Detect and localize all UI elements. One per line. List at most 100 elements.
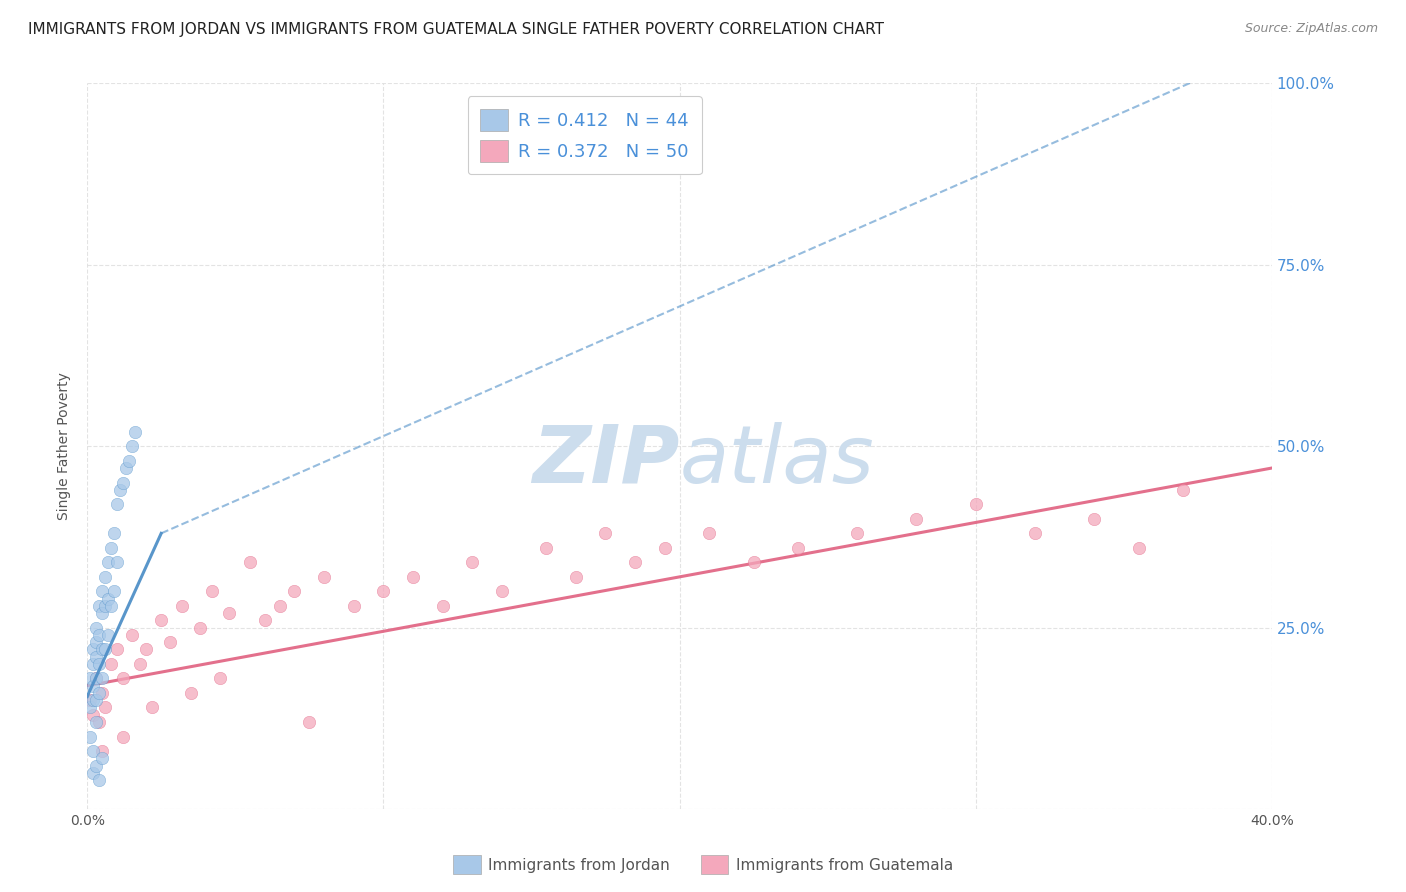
Point bbox=[100, 657, 122, 671]
Point bbox=[536, 541, 558, 555]
Point bbox=[79, 672, 101, 686]
Point bbox=[1083, 512, 1105, 526]
Text: Source: ZipAtlas.com: Source: ZipAtlas.com bbox=[1244, 22, 1378, 36]
Point bbox=[91, 751, 114, 765]
Point bbox=[697, 526, 720, 541]
Point bbox=[124, 425, 146, 439]
Point bbox=[103, 584, 125, 599]
Point bbox=[846, 526, 869, 541]
Point bbox=[84, 672, 107, 686]
Point bbox=[94, 570, 117, 584]
Point bbox=[87, 772, 110, 787]
Point bbox=[1171, 483, 1194, 497]
Point bbox=[787, 541, 810, 555]
Point bbox=[79, 730, 101, 744]
Point bbox=[269, 599, 291, 613]
Point bbox=[129, 657, 152, 671]
Text: ZIP: ZIP bbox=[531, 422, 679, 500]
Point bbox=[432, 599, 454, 613]
Point bbox=[283, 584, 305, 599]
Point bbox=[82, 657, 104, 671]
Point bbox=[209, 672, 232, 686]
Point bbox=[188, 621, 211, 635]
Point bbox=[159, 635, 181, 649]
Point bbox=[84, 635, 107, 649]
Point bbox=[654, 541, 676, 555]
Point bbox=[905, 512, 928, 526]
Point bbox=[343, 599, 366, 613]
Point bbox=[135, 642, 157, 657]
Point bbox=[84, 672, 107, 686]
Point bbox=[170, 599, 193, 613]
Point bbox=[94, 642, 117, 657]
Point bbox=[218, 606, 240, 620]
Point bbox=[565, 570, 588, 584]
Point bbox=[87, 628, 110, 642]
Point bbox=[105, 555, 128, 569]
Point bbox=[87, 714, 110, 729]
Point bbox=[82, 765, 104, 780]
Point bbox=[84, 758, 107, 772]
Point bbox=[91, 642, 114, 657]
Point bbox=[461, 555, 484, 569]
Point bbox=[97, 591, 120, 606]
Point bbox=[84, 714, 107, 729]
Point bbox=[150, 614, 173, 628]
Point bbox=[87, 657, 110, 671]
Point bbox=[79, 693, 101, 707]
Point bbox=[111, 672, 134, 686]
Point bbox=[103, 526, 125, 541]
Point bbox=[624, 555, 647, 569]
Point bbox=[84, 621, 107, 635]
Point bbox=[298, 714, 321, 729]
Point bbox=[82, 693, 104, 707]
Point bbox=[117, 454, 139, 468]
Point bbox=[91, 672, 114, 686]
Point bbox=[111, 730, 134, 744]
Point bbox=[253, 614, 276, 628]
Text: IMMIGRANTS FROM JORDAN VS IMMIGRANTS FROM GUATEMALA SINGLE FATHER POVERTY CORREL: IMMIGRANTS FROM JORDAN VS IMMIGRANTS FRO… bbox=[28, 22, 884, 37]
Point bbox=[82, 679, 104, 693]
Point bbox=[742, 555, 765, 569]
Point bbox=[314, 570, 336, 584]
Point bbox=[97, 555, 120, 569]
Point bbox=[91, 744, 114, 758]
Point bbox=[114, 461, 136, 475]
Point bbox=[82, 744, 104, 758]
Point bbox=[105, 497, 128, 511]
Point bbox=[91, 606, 114, 620]
Point bbox=[91, 584, 114, 599]
Point bbox=[965, 497, 987, 511]
Y-axis label: Single Father Poverty: Single Father Poverty bbox=[58, 372, 72, 520]
Point bbox=[121, 439, 143, 453]
Text: atlas: atlas bbox=[679, 422, 875, 500]
Point bbox=[79, 700, 101, 714]
Point bbox=[121, 628, 143, 642]
Point bbox=[402, 570, 425, 584]
Point bbox=[97, 628, 120, 642]
Point bbox=[84, 693, 107, 707]
Point bbox=[94, 700, 117, 714]
Point bbox=[91, 686, 114, 700]
Legend: Immigrants from Jordan, Immigrants from Guatemala: Immigrants from Jordan, Immigrants from … bbox=[447, 849, 959, 880]
Legend: R = 0.412   N = 44, R = 0.372   N = 50: R = 0.412 N = 44, R = 0.372 N = 50 bbox=[468, 96, 702, 175]
Point bbox=[491, 584, 513, 599]
Point bbox=[373, 584, 395, 599]
Point bbox=[84, 649, 107, 664]
Point bbox=[200, 584, 222, 599]
Point bbox=[108, 483, 131, 497]
Point bbox=[100, 541, 122, 555]
Point bbox=[82, 642, 104, 657]
Point bbox=[100, 599, 122, 613]
Point bbox=[1024, 526, 1046, 541]
Point bbox=[87, 599, 110, 613]
Point bbox=[111, 475, 134, 490]
Point bbox=[180, 686, 202, 700]
Point bbox=[94, 599, 117, 613]
Point bbox=[82, 707, 104, 722]
Point bbox=[595, 526, 617, 541]
Point bbox=[105, 642, 128, 657]
Point bbox=[1128, 541, 1150, 555]
Point bbox=[87, 686, 110, 700]
Point bbox=[239, 555, 262, 569]
